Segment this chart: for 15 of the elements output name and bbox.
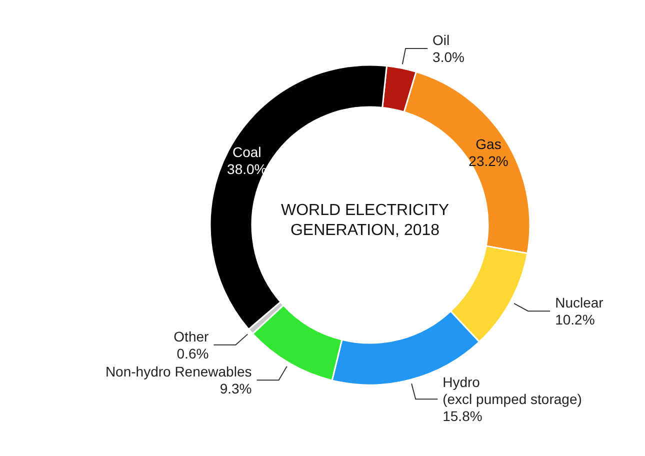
data-label: 23.2%	[468, 152, 508, 169]
data-label: 38.0%	[227, 160, 267, 177]
slice-label: Gas	[476, 136, 502, 152]
data-label: 15.8%	[442, 408, 482, 424]
slice-label: Nuclear	[555, 294, 604, 311]
slice-label: Coal	[232, 144, 262, 160]
slice-label: Oil	[432, 32, 450, 48]
data-label: 3.0%	[432, 49, 464, 66]
text: WORLD ELECTRICITY GENERATION, 2018	[280, 202, 450, 238]
data-label: 9.3%	[220, 380, 252, 397]
data-label: 0.6%	[176, 345, 209, 362]
slice-label: Other	[174, 328, 210, 344]
data-label: 10.2%	[555, 312, 595, 328]
slice-label: Non-hydro Renewables	[105, 364, 252, 380]
slice-label: Hydro (excl pumped storage)	[442, 374, 582, 408]
